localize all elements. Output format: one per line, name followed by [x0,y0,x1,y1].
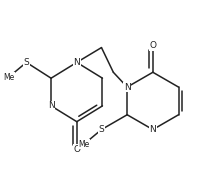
Text: N: N [124,83,131,92]
Text: O: O [73,145,80,154]
Text: S: S [99,125,104,134]
Text: N: N [73,58,80,67]
Text: Me: Me [78,140,89,149]
Text: S: S [23,58,29,67]
Text: O: O [149,41,156,50]
Text: Me: Me [3,73,14,82]
Text: N: N [48,101,55,110]
Text: N: N [149,125,156,134]
